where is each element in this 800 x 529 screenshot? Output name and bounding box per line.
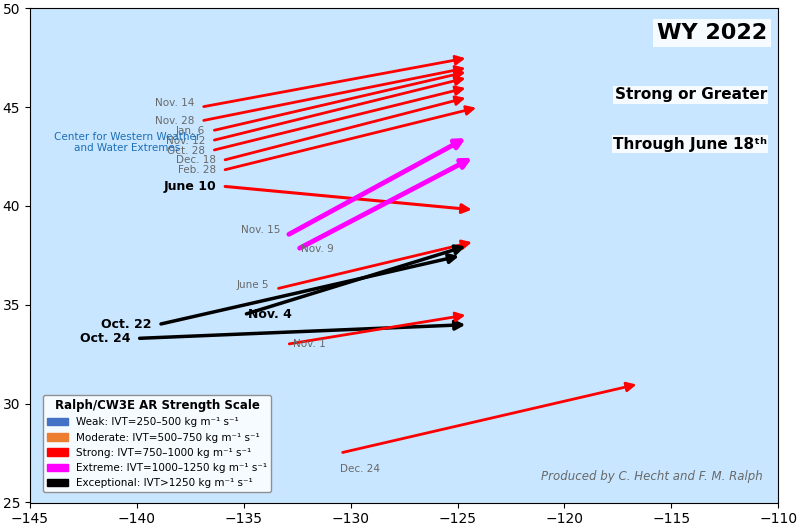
Text: WY 2022: WY 2022 bbox=[657, 23, 767, 43]
Text: Dec. 18: Dec. 18 bbox=[176, 156, 216, 166]
Text: Nov. 4: Nov. 4 bbox=[248, 308, 292, 321]
Text: Through June 18ᵗʰ: Through June 18ᵗʰ bbox=[613, 137, 767, 152]
Text: Nov. 28: Nov. 28 bbox=[155, 116, 194, 126]
Text: Jan. 6: Jan. 6 bbox=[176, 126, 206, 136]
Text: Center for Western Weather
and Water Extremes: Center for Western Weather and Water Ext… bbox=[54, 132, 200, 153]
Text: Nov. 1: Nov. 1 bbox=[293, 339, 326, 349]
Text: June 5: June 5 bbox=[237, 280, 270, 290]
Text: Nov. 15: Nov. 15 bbox=[241, 225, 280, 235]
Text: Oct. 28: Oct. 28 bbox=[167, 145, 206, 156]
Text: Dec. 24: Dec. 24 bbox=[340, 464, 380, 474]
Text: Nov. 14: Nov. 14 bbox=[155, 98, 194, 108]
Text: Nov. 9: Nov. 9 bbox=[302, 244, 334, 254]
Text: Strong or Greater: Strong or Greater bbox=[614, 87, 767, 102]
Text: Produced by C. Hecht and F. M. Ralph: Produced by C. Hecht and F. M. Ralph bbox=[542, 470, 763, 483]
Text: Oct. 22: Oct. 22 bbox=[102, 318, 152, 331]
Legend: Weak: IVT=250–500 kg m⁻¹ s⁻¹, Moderate: IVT=500–750 kg m⁻¹ s⁻¹, Strong: IVT=750–: Weak: IVT=250–500 kg m⁻¹ s⁻¹, Moderate: … bbox=[42, 395, 271, 492]
Text: Oct. 24: Oct. 24 bbox=[80, 332, 130, 345]
Text: Nov. 12: Nov. 12 bbox=[166, 136, 206, 145]
Text: Feb. 28: Feb. 28 bbox=[178, 166, 216, 176]
Text: June 10: June 10 bbox=[163, 180, 216, 193]
